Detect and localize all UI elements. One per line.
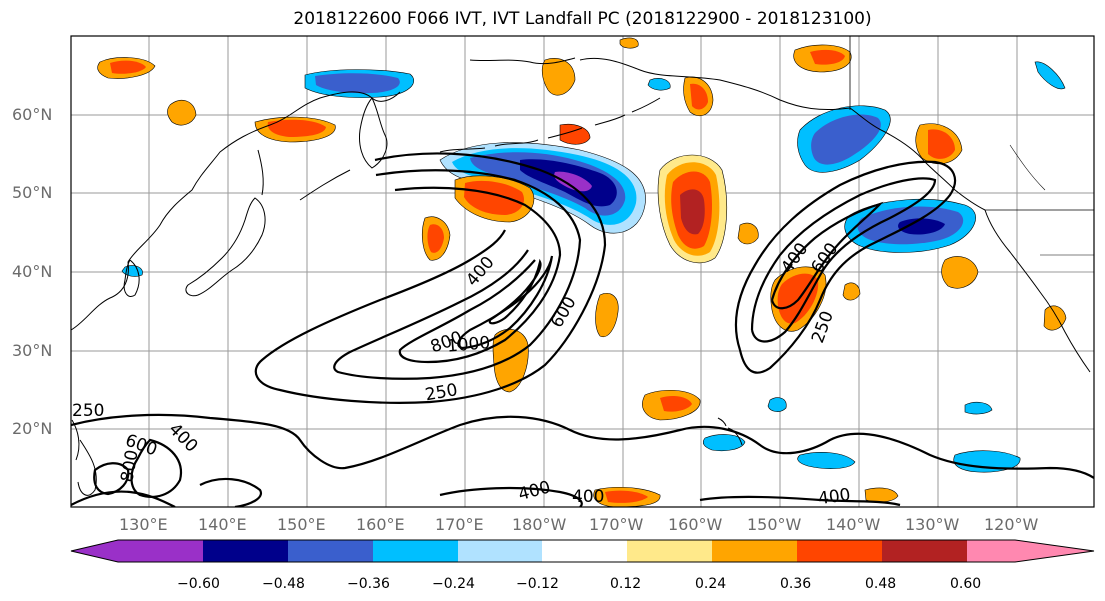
colorbar-tick-label: −0.48 [262, 576, 305, 592]
colorbar-segment [288, 540, 373, 562]
lon-tick-label: 150°W [747, 515, 802, 534]
lon-tick-label: 140°W [826, 515, 881, 534]
coastlines [71, 36, 1094, 496]
lon-tick-label: 160°E [356, 515, 405, 534]
colorbar-segment [627, 540, 712, 562]
lon-tick-label: 160°W [668, 515, 723, 534]
colorbar-segment [373, 540, 458, 562]
pc-positive-shading [97, 37, 1067, 507]
colorbar-tick-label: −0.60 [177, 576, 220, 592]
colorbar-tick-label: 0.48 [865, 576, 897, 592]
contour-label: 250 [72, 401, 104, 421]
map-title: 2018122600 F066 IVT, IVT Landfall PC (20… [293, 9, 872, 29]
colorbar-tick-label: 0.60 [950, 576, 982, 592]
colorbar [70, 539, 1095, 563]
graticule [71, 36, 1094, 507]
lat-tick-label: 60°N [12, 105, 53, 124]
colorbar-tick-label: 0.12 [610, 576, 642, 592]
colorbar-segment [542, 540, 627, 562]
colorbar-segment [458, 540, 542, 562]
colorbar-tick-label: 0.36 [780, 576, 812, 592]
colorbar-tick-label: −0.24 [432, 576, 475, 592]
lat-tick-label: 50°N [12, 183, 53, 202]
colorbar-tick-label: −0.36 [347, 576, 390, 592]
lon-tick-label: 180°W [512, 515, 567, 534]
map-frame [70, 35, 1095, 508]
colorbar-extend-high [967, 540, 1094, 562]
lon-tick-label: 120°W [984, 515, 1039, 534]
contour-label: 400 [572, 487, 604, 507]
lon-tick-label: 130°E [119, 515, 168, 534]
colorbar-segment [712, 540, 797, 562]
colorbar-segment [118, 540, 203, 562]
lat-tick-label: 20°N [12, 419, 53, 438]
contour-label: 400 [817, 485, 852, 509]
ivt-contours [71, 152, 1094, 507]
colorbar-segment [203, 540, 288, 562]
lon-tick-label: 170°W [589, 515, 644, 534]
lon-tick-label: 130°W [905, 515, 960, 534]
colorbar-tick-label: 0.24 [695, 576, 727, 592]
contour-label: 1000 [446, 333, 491, 357]
lon-tick-label: 170°E [435, 515, 484, 534]
colorbar-tick-label: −0.12 [516, 576, 559, 592]
colorbar-segment [797, 540, 882, 562]
lon-tick-label: 150°E [277, 515, 326, 534]
lat-tick-label: 30°N [12, 341, 53, 360]
lon-tick-label: 140°E [198, 515, 247, 534]
lat-tick-label: 40°N [12, 262, 53, 281]
colorbar-extend-low [71, 540, 118, 562]
colorbar-segment [882, 540, 967, 562]
